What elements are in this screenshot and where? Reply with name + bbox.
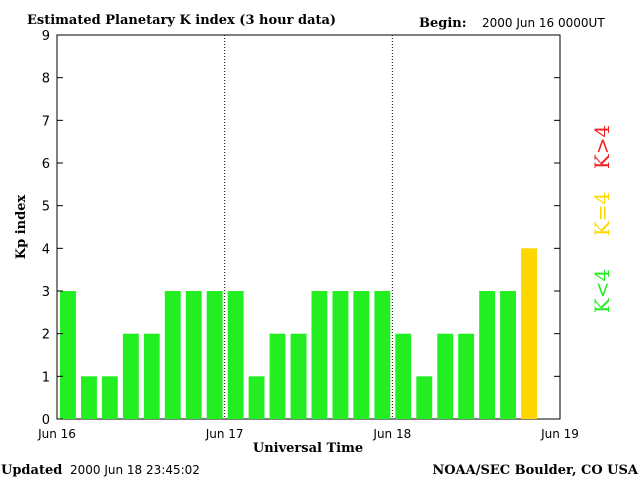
kp-bar [81, 376, 97, 419]
y-tick-label: 7 [42, 114, 50, 129]
day-separators [224, 35, 393, 419]
kp-bar [311, 291, 328, 419]
kp-bar [164, 291, 181, 419]
kp-bar [185, 291, 202, 419]
kp-bar [521, 248, 537, 419]
kp-bar [248, 376, 265, 419]
kp-bar [374, 291, 391, 419]
kp-bar [479, 291, 496, 419]
y-tick-label: 4 [42, 242, 50, 257]
y-tick-label: 5 [42, 200, 50, 215]
y-tick-label: 9 [42, 29, 50, 44]
legend-below-4: K<4 [590, 269, 614, 313]
legend-equal-4: K=4 [590, 192, 614, 236]
y-axis-label: Kp index [14, 195, 29, 260]
kp-bar [101, 376, 118, 419]
x-tick-label: Jun 19 [540, 427, 579, 441]
y-tick-label: 8 [42, 72, 50, 87]
y-tick-label: 1 [42, 370, 50, 385]
kp-bar [332, 291, 349, 419]
y-tick-label: 2 [42, 328, 50, 343]
kp-bar [416, 376, 433, 419]
kp-bar [122, 333, 139, 419]
kp-bar [143, 333, 160, 419]
x-axis-label: Universal Time [253, 441, 363, 456]
kp-bar [206, 291, 223, 419]
y-tick-label: 6 [42, 157, 50, 172]
updated-value: 2000 Jun 18 23:45:02 [70, 463, 200, 477]
kp-bar [458, 333, 475, 419]
kp-bar [269, 333, 286, 419]
legend-above-4: K>4 [590, 125, 614, 169]
plot-area [56, 34, 561, 420]
source-credit: NOAA/SEC Boulder, CO USA [432, 463, 639, 478]
kp-bar [500, 291, 516, 419]
x-tick-label: Jun 18 [372, 427, 411, 441]
y-tick-label: 3 [42, 285, 50, 300]
updated-label: Updated [1, 463, 62, 478]
kp-bar [437, 333, 454, 419]
begin-value: 2000 Jun 16 0000UT [482, 16, 605, 30]
y-tick-label: 0 [42, 413, 50, 428]
bars [60, 248, 537, 419]
kp-bar [395, 333, 412, 419]
x-tick-label: Jun 16 [37, 427, 76, 441]
kp-bar [227, 291, 244, 419]
kp-bar [60, 291, 76, 419]
y-axis: 0 1 2 3 4 5 6 7 8 9 [42, 29, 560, 428]
kp-bar [353, 291, 370, 419]
x-axis: Jun 16 Jun 17 Jun 18 Jun 19 [37, 427, 579, 441]
begin-label: Begin: [419, 16, 467, 31]
x-tick-label: Jun 17 [205, 427, 244, 441]
kp-bar [290, 333, 307, 419]
chart-title: Estimated Planetary K index (3 hour data… [27, 13, 336, 28]
